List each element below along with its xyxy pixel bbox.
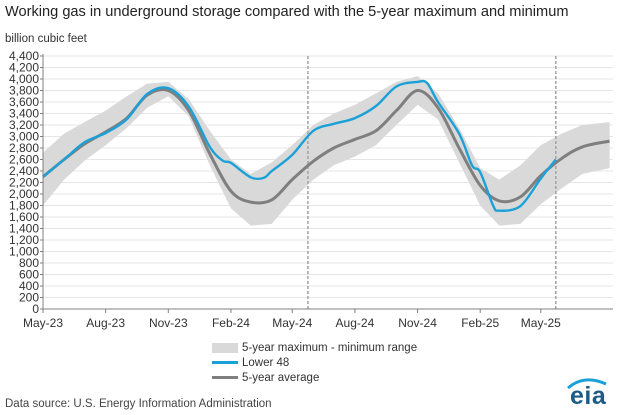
legend-swatch-lower48 xyxy=(212,361,238,364)
x-tick-label-3: Feb-24 xyxy=(212,316,250,330)
y-tick-label-11: 2,200 xyxy=(9,176,39,190)
series-lines xyxy=(42,79,610,212)
series-line-lower48 xyxy=(42,79,557,212)
x-tick-label-8: May-25 xyxy=(521,316,561,330)
y-tick-label-1: 200 xyxy=(19,291,39,305)
y-tick-label-22: 4,400 xyxy=(9,49,39,63)
y-axis-unit-label: billion cubic feet xyxy=(5,33,87,45)
legend-item-band: 5-year maximum - minimum range xyxy=(212,340,417,355)
axes xyxy=(42,54,613,310)
x-tick-label-0: May-23 xyxy=(23,316,63,330)
y-tick-label-9: 1,800 xyxy=(9,199,39,213)
y-tick-label-16: 3,200 xyxy=(9,118,39,132)
logo-arc-icon xyxy=(567,378,607,390)
y-tick-label-13: 2,600 xyxy=(9,153,39,167)
y-tick-label-8: 1,600 xyxy=(9,210,39,224)
y-tick-label-10: 2,000 xyxy=(9,187,39,201)
y-tick-label-14: 2,800 xyxy=(9,141,39,155)
y-tick-label-4: 800 xyxy=(19,256,39,270)
y-tick-label-2: 400 xyxy=(19,279,39,293)
legend-swatch-band xyxy=(212,342,238,353)
x-tick-label-1: Aug-23 xyxy=(86,316,125,330)
x-tick-label-4: May-24 xyxy=(272,316,312,330)
legend-label-avg: 5-year average xyxy=(242,371,320,384)
y-tick-label-20: 4,000 xyxy=(9,72,39,86)
logo-text: eia xyxy=(570,382,607,410)
y-tick-label-15: 3,000 xyxy=(9,130,39,144)
y-tick-label-3: 600 xyxy=(19,268,39,282)
legend: 5-year maximum - minimum range Lower 48 … xyxy=(212,340,417,385)
x-tick-label-6: Nov-24 xyxy=(398,316,437,330)
x-tick-label-7: Feb-25 xyxy=(461,316,499,330)
y-tick-label-18: 3,600 xyxy=(9,95,39,109)
chart-title: Working gas in underground storage compa… xyxy=(5,4,569,20)
vertical-markers xyxy=(307,56,557,309)
y-tick-label-0: 0 xyxy=(32,302,39,316)
legend-item-lower48: Lower 48 xyxy=(212,355,417,370)
y-tick-label-21: 4,200 xyxy=(9,61,39,75)
y-tick-labels: 02004006008001,0001,2001,4001,6001,8002,… xyxy=(9,49,43,316)
y-tick-label-19: 3,800 xyxy=(9,84,39,98)
y-tick-label-17: 3,400 xyxy=(9,107,39,121)
y-tick-label-12: 2,400 xyxy=(9,164,39,178)
x-tick-labels: May-23 Aug-23 Nov-23 Feb-24 May-24 Aug-24 Nov-… xyxy=(23,309,561,330)
legend-label-lower48: Lower 48 xyxy=(242,356,290,369)
x-tick-label-2: Nov-23 xyxy=(149,316,188,330)
legend-item-avg: 5-year average xyxy=(212,370,417,385)
legend-swatch-avg xyxy=(212,376,238,379)
x-tick-label-5: Aug-24 xyxy=(336,316,375,330)
y-tick-label-6: 1,200 xyxy=(9,233,39,247)
y-tick-label-7: 1,400 xyxy=(9,222,39,236)
legend-label-band: 5-year maximum - minimum range xyxy=(242,341,418,354)
eia-logo: eia xyxy=(562,376,612,410)
data-source: Data source: U.S. Energy Information Adm… xyxy=(5,398,272,410)
y-tick-label-5: 1,000 xyxy=(9,245,39,259)
